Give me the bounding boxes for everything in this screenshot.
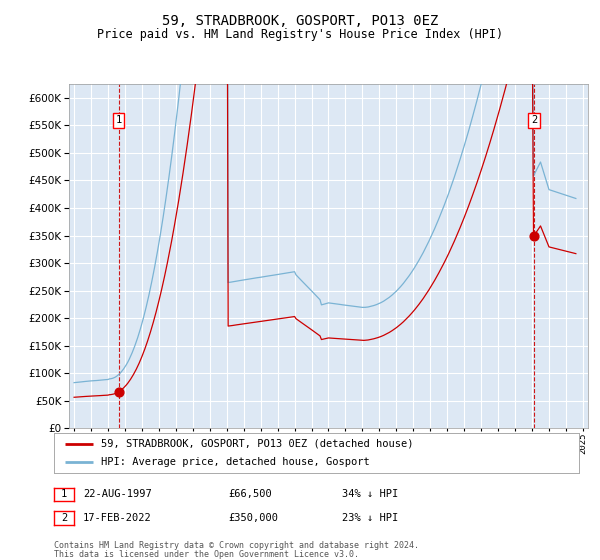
Text: 34% ↓ HPI: 34% ↓ HPI [342, 489, 398, 500]
Text: HPI: Average price, detached house, Gosport: HPI: Average price, detached house, Gosp… [101, 458, 370, 467]
Point [114, 388, 124, 396]
Text: 17-FEB-2022: 17-FEB-2022 [83, 513, 152, 523]
Text: £350,000: £350,000 [228, 513, 278, 523]
Point [529, 231, 539, 240]
Text: 59, STRADBROOK, GOSPORT, PO13 0EZ: 59, STRADBROOK, GOSPORT, PO13 0EZ [162, 14, 438, 28]
Text: 1: 1 [61, 489, 67, 500]
Text: Price paid vs. HM Land Registry's House Price Index (HPI): Price paid vs. HM Land Registry's House … [97, 28, 503, 41]
Text: £66,500: £66,500 [228, 489, 272, 500]
Text: 1: 1 [116, 115, 122, 125]
Text: Contains HM Land Registry data © Crown copyright and database right 2024.: Contains HM Land Registry data © Crown c… [54, 541, 419, 550]
Text: 2: 2 [531, 115, 537, 125]
Text: This data is licensed under the Open Government Licence v3.0.: This data is licensed under the Open Gov… [54, 550, 359, 559]
Text: 2: 2 [61, 513, 67, 523]
Text: 23% ↓ HPI: 23% ↓ HPI [342, 513, 398, 523]
Text: 22-AUG-1997: 22-AUG-1997 [83, 489, 152, 500]
Text: 59, STRADBROOK, GOSPORT, PO13 0EZ (detached house): 59, STRADBROOK, GOSPORT, PO13 0EZ (detac… [101, 439, 414, 449]
